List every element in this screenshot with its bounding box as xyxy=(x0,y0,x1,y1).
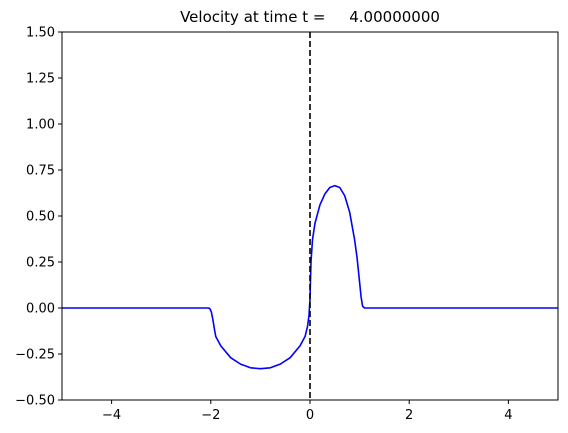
y-tick-label: 1.00 xyxy=(26,118,55,133)
y-tick-label: 1.25 xyxy=(26,72,55,87)
chart-title: Velocity at time t = 4.00000000 xyxy=(180,8,440,26)
x-tick-label: −2 xyxy=(201,408,220,423)
x-tick-label: −4 xyxy=(102,408,121,423)
y-tick-label: 0.25 xyxy=(26,256,55,271)
y-tick-label: −0.25 xyxy=(15,348,55,363)
y-tick-label: −0.50 xyxy=(15,394,55,409)
y-tick-label: 0.50 xyxy=(26,210,55,225)
plot-area: −4 −2 0 2 4 −0.50 −0.25 0.00 0.25 0.50 0.75 1.00 1.2… xyxy=(15,26,559,423)
x-tick-label: 4 xyxy=(504,408,512,423)
y-tick-label: 0.75 xyxy=(26,164,55,179)
y-tick-label: 1.50 xyxy=(26,26,55,41)
series-line-0 xyxy=(62,184,558,370)
x-tick-label: 2 xyxy=(405,408,413,423)
y-tick-label: 0.00 xyxy=(26,302,55,317)
x-tick-label: 0 xyxy=(306,408,314,423)
